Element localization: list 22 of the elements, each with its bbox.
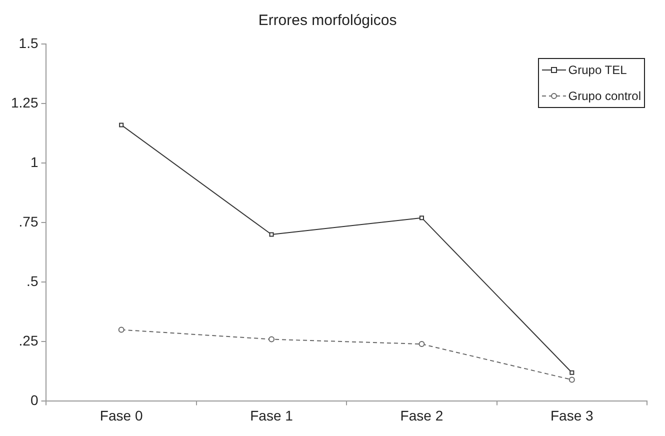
point bbox=[419, 216, 424, 220]
point bbox=[269, 232, 274, 237]
legend-label: Grupo TEL bbox=[568, 63, 627, 77]
y-tick-label: .75 bbox=[18, 213, 38, 230]
y-tick-label: 0 bbox=[30, 392, 38, 408]
x-tick-label: Fase 1 bbox=[250, 407, 294, 424]
chart-title: Errores morfológicos bbox=[258, 12, 397, 30]
point bbox=[570, 370, 574, 375]
point bbox=[268, 336, 275, 342]
y-tick-label: 1 bbox=[30, 154, 38, 170]
x-tick-label: Fase 2 bbox=[400, 407, 444, 424]
y-tick-label: 1.25 bbox=[11, 94, 38, 110]
point bbox=[418, 341, 425, 348]
point bbox=[119, 122, 124, 128]
point bbox=[568, 376, 575, 383]
x-tick-label: Fase 3 bbox=[550, 407, 594, 424]
x-tick-label: Fase 0 bbox=[100, 407, 143, 424]
y-tick-label: 1.5 bbox=[18, 34, 38, 51]
y-tick-label: .25 bbox=[18, 332, 38, 349]
legend-label: Grupo control bbox=[568, 89, 641, 103]
point bbox=[118, 326, 124, 333]
y-tick-label: .5 bbox=[26, 272, 38, 289]
